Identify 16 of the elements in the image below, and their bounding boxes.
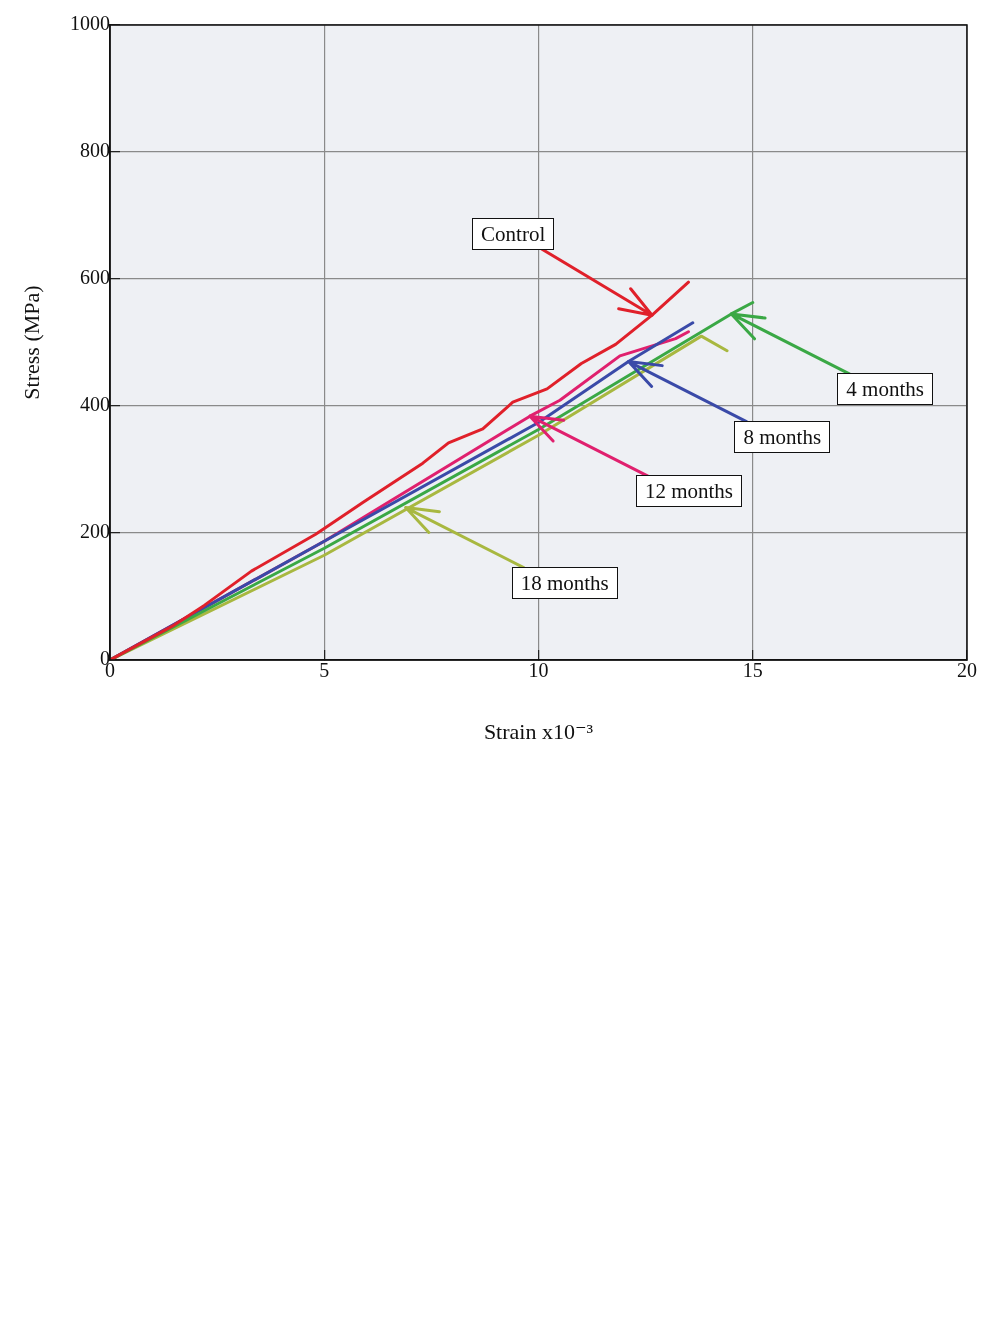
- annotation: 4 months: [837, 372, 933, 405]
- y-tick-label: 800: [80, 139, 110, 162]
- x-tick-label: 15: [742, 659, 763, 682]
- annotation: 8 months: [734, 420, 831, 453]
- x-tick-label: 20: [957, 659, 977, 682]
- y-tick-label: 1000: [70, 12, 110, 35]
- annotation: Control: [472, 218, 555, 251]
- x-axis-title: Strain x10⁻³: [483, 718, 594, 744]
- x-tick-label: 10: [528, 659, 549, 682]
- annotation: 18 months: [511, 566, 618, 599]
- y-axis-title: Stress (MPa): [18, 285, 44, 400]
- y-tick-label: 600: [80, 266, 110, 289]
- x-tick-label: 5: [319, 659, 330, 682]
- annotation: 12 months: [635, 475, 743, 508]
- y-tick-label: 400: [80, 393, 110, 416]
- y-tick-label: 200: [80, 520, 110, 543]
